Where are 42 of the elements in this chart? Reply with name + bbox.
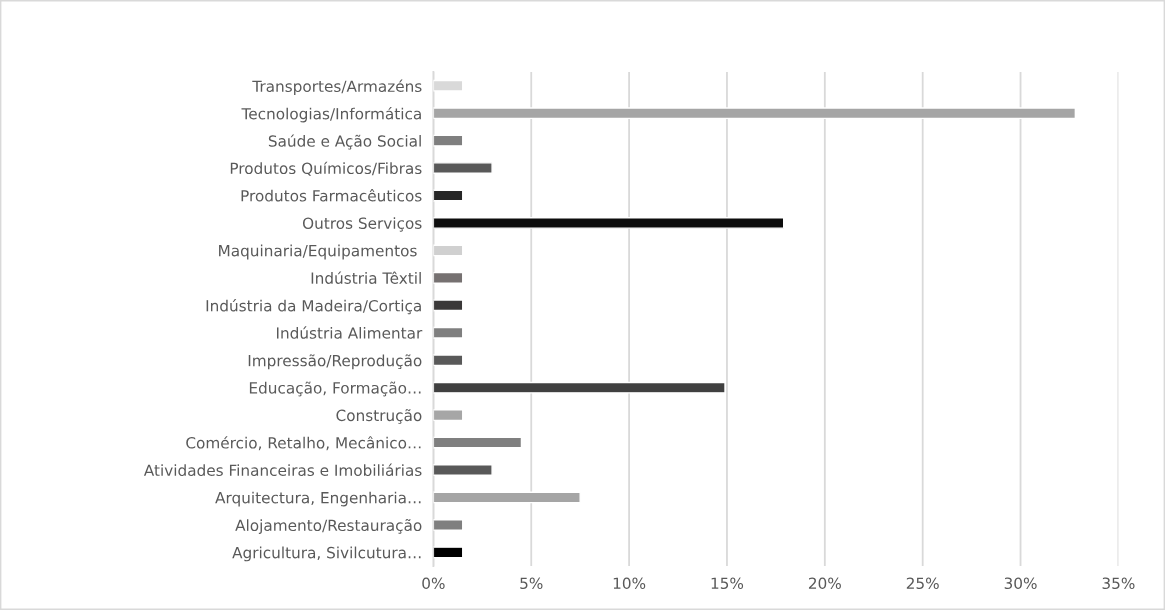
y-tick-label: Indústria da Madeira/Cortiça [206, 299, 421, 315]
bar [433, 189, 464, 202]
bar [433, 299, 464, 312]
bar [433, 436, 523, 449]
bar [433, 409, 464, 422]
y-tick-label: Saúde e Ação Social [268, 134, 421, 150]
bar [433, 491, 581, 504]
y-tick-label: Educação, Formação… [249, 381, 421, 397]
y-tick-label: Indústria Têxtil [311, 271, 421, 284]
x-tick-label: 15% [711, 577, 744, 590]
y-tick-label: Arquitectura, Engenharia… [215, 491, 421, 507]
y-tick-label: Atividades Financeiras e Imobiliárias [143, 463, 422, 477]
x-tick-label: 20% [808, 577, 841, 590]
bar [433, 271, 464, 284]
x-tick-label: 10% [613, 577, 646, 590]
y-tick-label: Maquinaria/Equipamentos [219, 244, 417, 260]
bar [433, 107, 1077, 120]
x-tick-label: 0% [422, 577, 445, 590]
y-tick-label: Comércio, Retalho, Mecânico… [186, 436, 421, 451]
bar [433, 518, 464, 531]
bar [433, 162, 493, 174]
y-tick-label: Produtos Farmacêuticos [241, 189, 422, 202]
x-tick-label: 35% [1102, 577, 1135, 590]
y-tick-label: Produtos Químicos/Fibras [230, 161, 422, 176]
y-tick-label: Alojamento/Restauração [235, 518, 422, 535]
x-tick-label: 30% [1004, 577, 1037, 590]
bar [433, 217, 785, 229]
bar [433, 464, 493, 476]
y-tick-label: Outros Serviços [302, 217, 422, 232]
y-tick-label: Construção [336, 409, 422, 424]
x-tick-label: 25% [906, 577, 939, 590]
y-tick-label: Indústria Alimentar [276, 326, 423, 339]
y-tick-label: Agricultura, Sivilcutura… [232, 546, 421, 562]
y-tick-label: Transportes/Armazéns [252, 79, 422, 95]
bar [433, 381, 726, 394]
y-tick-label: Impressão/Reprodução [248, 354, 422, 370]
bar [433, 354, 464, 367]
x-tick-label: 5% [520, 577, 543, 590]
bar [433, 326, 464, 339]
bar [433, 134, 464, 147]
y-tick-label: Tecnologias/Informática [241, 107, 421, 123]
bar [433, 546, 464, 559]
